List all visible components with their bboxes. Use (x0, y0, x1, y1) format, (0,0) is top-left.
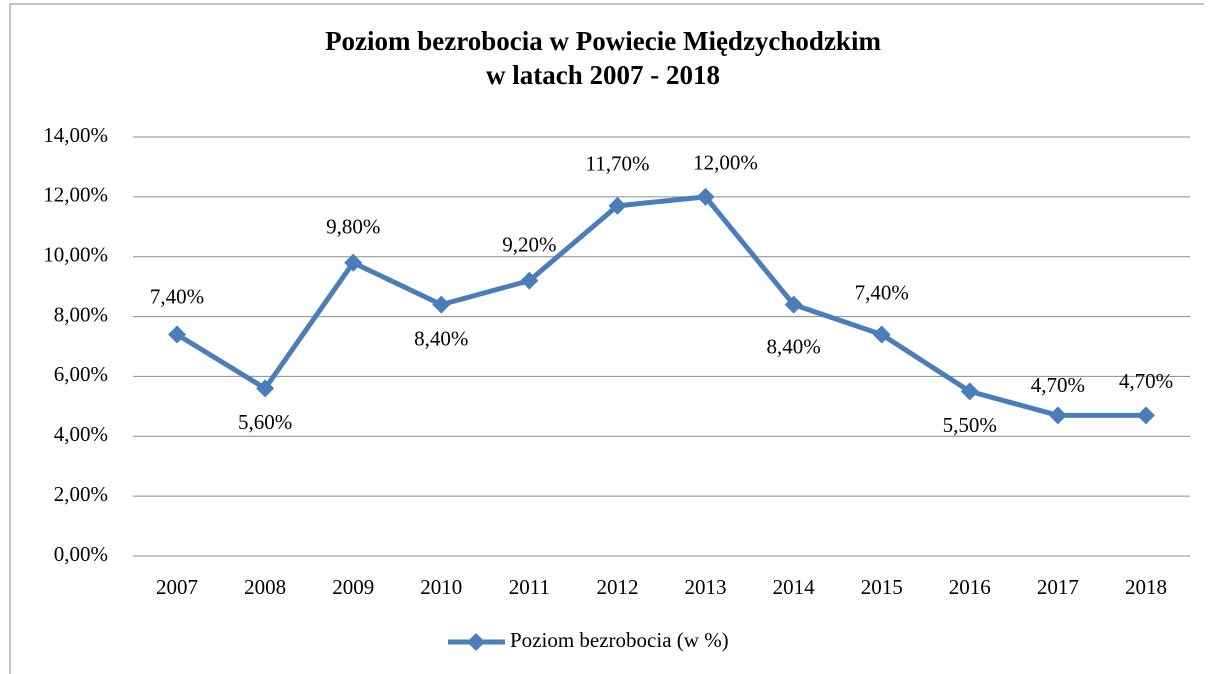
data-label: 4,70% (1031, 373, 1085, 397)
y-tick-label: 6,00% (54, 362, 108, 386)
data-point (1048, 406, 1067, 425)
data-point (256, 379, 275, 398)
legend-marker (467, 633, 485, 651)
y-tick-label: 0,00% (54, 542, 108, 566)
x-tick-label: 2018 (1125, 575, 1167, 599)
data-point (432, 295, 451, 314)
chart-frame (9, 3, 1204, 674)
data-point (784, 295, 803, 314)
x-tick-label: 2016 (949, 575, 991, 599)
data-point (872, 325, 891, 344)
x-tick-label: 2015 (861, 575, 903, 599)
data-label: 4,70% (1119, 369, 1173, 393)
x-tick-label: 2010 (420, 575, 462, 599)
data-label: 8,40% (414, 326, 468, 350)
chart-title: w latach 2007 - 2018 (486, 60, 720, 90)
data-point (696, 187, 715, 206)
y-tick-label: 12,00% (43, 183, 108, 207)
x-tick-label: 2012 (596, 575, 638, 599)
data-label: 11,70% (585, 152, 649, 176)
data-label: 7,40% (855, 280, 909, 304)
data-point (608, 196, 627, 215)
data-point (960, 382, 979, 401)
x-tick-label: 2014 (773, 575, 816, 599)
data-label: 9,80% (326, 215, 380, 239)
data-label: 8,40% (767, 334, 821, 358)
data-point (168, 325, 187, 344)
data-label: 5,60% (238, 410, 292, 434)
x-tick-label: 2007 (156, 575, 198, 599)
y-tick-label: 8,00% (54, 302, 108, 326)
x-tick-label: 2017 (1037, 575, 1079, 599)
y-tick-label: 4,00% (54, 422, 108, 446)
series-line (175, 194, 1146, 418)
data-point (520, 271, 539, 290)
data-label: 7,40% (150, 284, 204, 308)
y-tick-label: 2,00% (54, 482, 108, 506)
data-label: 9,20% (502, 232, 556, 256)
data-label: 5,50% (943, 413, 997, 437)
chart-title: Poziom bezrobocia w Powiecie Międzychodz… (325, 26, 881, 56)
x-tick-label: 2011 (509, 575, 550, 599)
data-label: 12,00% (693, 151, 758, 175)
legend-label: Poziom bezrobocia (w %) (510, 628, 729, 652)
y-tick-label: 14,00% (43, 123, 108, 147)
x-tick-label: 2009 (332, 575, 374, 599)
x-tick-label: 2013 (685, 575, 727, 599)
data-point (1136, 406, 1155, 425)
data-point (344, 253, 363, 272)
x-tick-label: 2008 (244, 575, 286, 599)
y-tick-label: 10,00% (43, 243, 108, 267)
